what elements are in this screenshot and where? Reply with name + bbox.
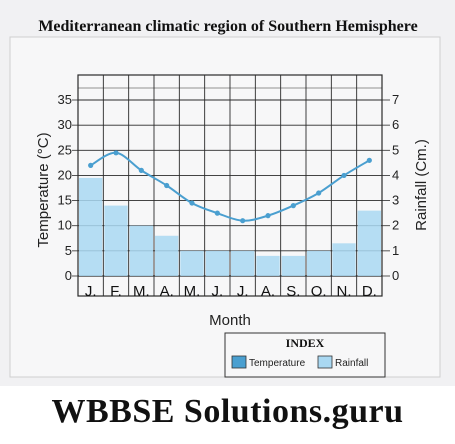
month-label: S.	[286, 283, 300, 300]
month-label: O.	[311, 283, 327, 300]
temperature-point	[240, 218, 246, 224]
legend-index: INDEX Temperature Rainfall	[224, 332, 386, 378]
y-right-tick-label: 5	[392, 142, 399, 157]
temperature-point	[366, 157, 372, 163]
climate-chart: Mediterranean climatic region of Souther…	[0, 0, 455, 386]
temperature-point	[164, 182, 170, 189]
rainfall-bar	[205, 250, 229, 276]
grid	[77, 74, 383, 297]
month-label: A.	[160, 283, 174, 300]
x-axis-label: Month	[209, 312, 251, 329]
temperature-point	[88, 162, 94, 168]
y-left-tick-label: 30	[58, 117, 72, 132]
temperature-point	[189, 200, 195, 206]
y-right-tick-label: 3	[392, 193, 399, 208]
rainfall-bar	[155, 235, 179, 276]
y-left-tick-label: 25	[58, 142, 72, 157]
month-label: J.	[237, 283, 249, 300]
y-left-tick-label: 5	[65, 243, 72, 258]
temperature-point	[138, 167, 144, 173]
y-right-tick-label: 1	[392, 243, 399, 258]
month-label: J.	[85, 283, 97, 300]
temperature-point	[265, 213, 271, 219]
y-left-tick-label: 20	[58, 167, 72, 182]
temperature-line	[88, 150, 372, 224]
legend-temperature-swatch	[231, 355, 247, 369]
y-axis-left-label: Temperature (°C)	[35, 132, 52, 247]
rainfall-bar	[332, 243, 356, 276]
rainfall-bar	[281, 255, 305, 276]
legend-rainfall-label: Rainfall	[335, 358, 368, 369]
rainfall-bar	[256, 255, 280, 276]
rainfall-bars	[79, 177, 381, 276]
month-label: N.	[337, 283, 352, 300]
y-axis-right-label: Rainfall (Cm.)	[413, 139, 430, 231]
rainfall-bar	[307, 250, 331, 276]
rainfall-bar	[129, 225, 153, 276]
rainfall-bar	[79, 177, 103, 276]
legend-rainfall-swatch	[317, 355, 333, 369]
legend-title: INDEX	[286, 336, 325, 350]
month-label: F.	[110, 283, 122, 300]
temperature-point	[290, 203, 296, 209]
y-right-tick-label: 0	[392, 268, 399, 283]
y-left-tick-label: 15	[58, 193, 72, 208]
month-label: M.	[133, 283, 150, 300]
rainfall-bar	[180, 250, 204, 276]
month-labels: J. F. M. A. M. J. J. A. S. O. N. D.	[85, 283, 377, 300]
y-right-tick-label: 4	[392, 167, 399, 182]
temperature-point	[316, 190, 322, 196]
legend-temperature-label: Temperature	[249, 358, 306, 369]
temperature-point	[113, 150, 119, 156]
site-watermark: WBBSE Solutions.guru	[51, 393, 404, 430]
month-label: J.	[211, 283, 223, 300]
y-right-tick-label: 6	[392, 117, 399, 132]
y-left-tick-label: 35	[58, 92, 72, 107]
rainfall-bar	[231, 250, 255, 276]
y-right-tick-label: 7	[392, 92, 399, 107]
photographed-chart-page: Mediterranean climatic region of Souther…	[0, 0, 455, 386]
rainfall-bar	[357, 210, 381, 276]
rainfall-bar	[104, 205, 128, 276]
y-right-tick-label: 2	[392, 218, 399, 233]
y-left-tick-label: 0	[65, 268, 72, 283]
legend-box	[224, 332, 386, 378]
temperature-point	[341, 172, 347, 179]
month-label: D.	[362, 283, 377, 300]
temperature-point	[214, 210, 220, 216]
month-label: M.	[184, 283, 201, 300]
y-left-tick-label: 10	[58, 218, 72, 233]
chart-title: Mediterranean climatic region of Souther…	[38, 18, 417, 35]
month-label: A.	[261, 283, 275, 300]
